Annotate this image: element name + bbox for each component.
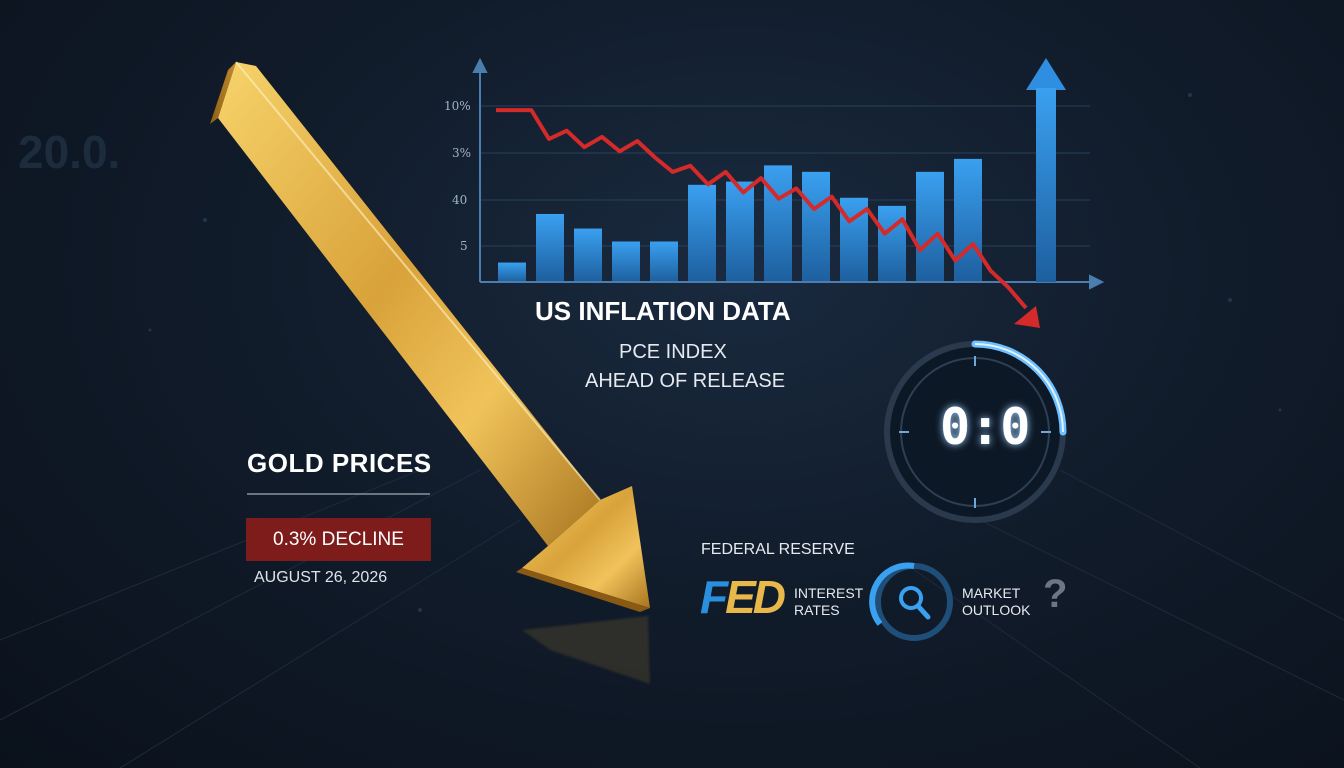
chart-bar [498,262,526,282]
trend-arrowhead [1014,306,1040,328]
y-tick-label: 40 [452,193,468,207]
arrow-reflection [522,616,650,684]
chart-subtitle-2: AHEAD OF RELEASE [585,370,786,392]
chart-title: US INFLATION DATA [535,296,791,326]
y-tick-label: 5 [460,239,468,253]
fed-logo-f: F [700,571,728,623]
chart-bar [802,171,830,282]
market-line1: MARKET [962,585,1021,601]
date-label: AUGUST 26, 2026 [254,569,388,586]
chart-bar [954,158,982,282]
fed-logo-ed: ED [725,571,786,623]
inflation-trend-line [496,108,1028,310]
background-number: 20.0. [18,126,121,178]
interest-line2: RATES [794,602,840,618]
chart-axes [472,57,1105,290]
market-outlook-label: MARKET OUTLOOK [962,585,1052,619]
up-arrow-icon [1026,58,1066,282]
decline-text: 0.3% DECLINE [273,528,404,550]
chart-bar [536,213,564,282]
chart-bar [688,184,716,282]
timer-display: 0:0 [940,398,1031,456]
y-tick-label: 10% [444,99,471,113]
chart-bar [650,241,678,282]
chart-bars [498,158,982,282]
question-icon: ? [1043,572,1068,616]
interest-line1: INTEREST [794,585,864,601]
fed-logo: FED [700,571,786,623]
federal-reserve-label: FEDERAL RESERVE [701,541,855,558]
divider [247,493,430,495]
gold-prices-title: GOLD PRICES [247,448,432,478]
chart-bar [612,241,640,282]
chart-bar [574,228,602,282]
decline-badge: 0.3% DECLINE [246,518,431,561]
market-line2: OUTLOOK [962,602,1031,618]
interest-rates-label: INTEREST RATES [794,585,884,619]
y-tick-label: 3% [452,146,472,160]
chart-subtitle: PCE INDEX [619,341,727,363]
chart-bar [916,171,944,282]
chart-bar [726,181,754,282]
